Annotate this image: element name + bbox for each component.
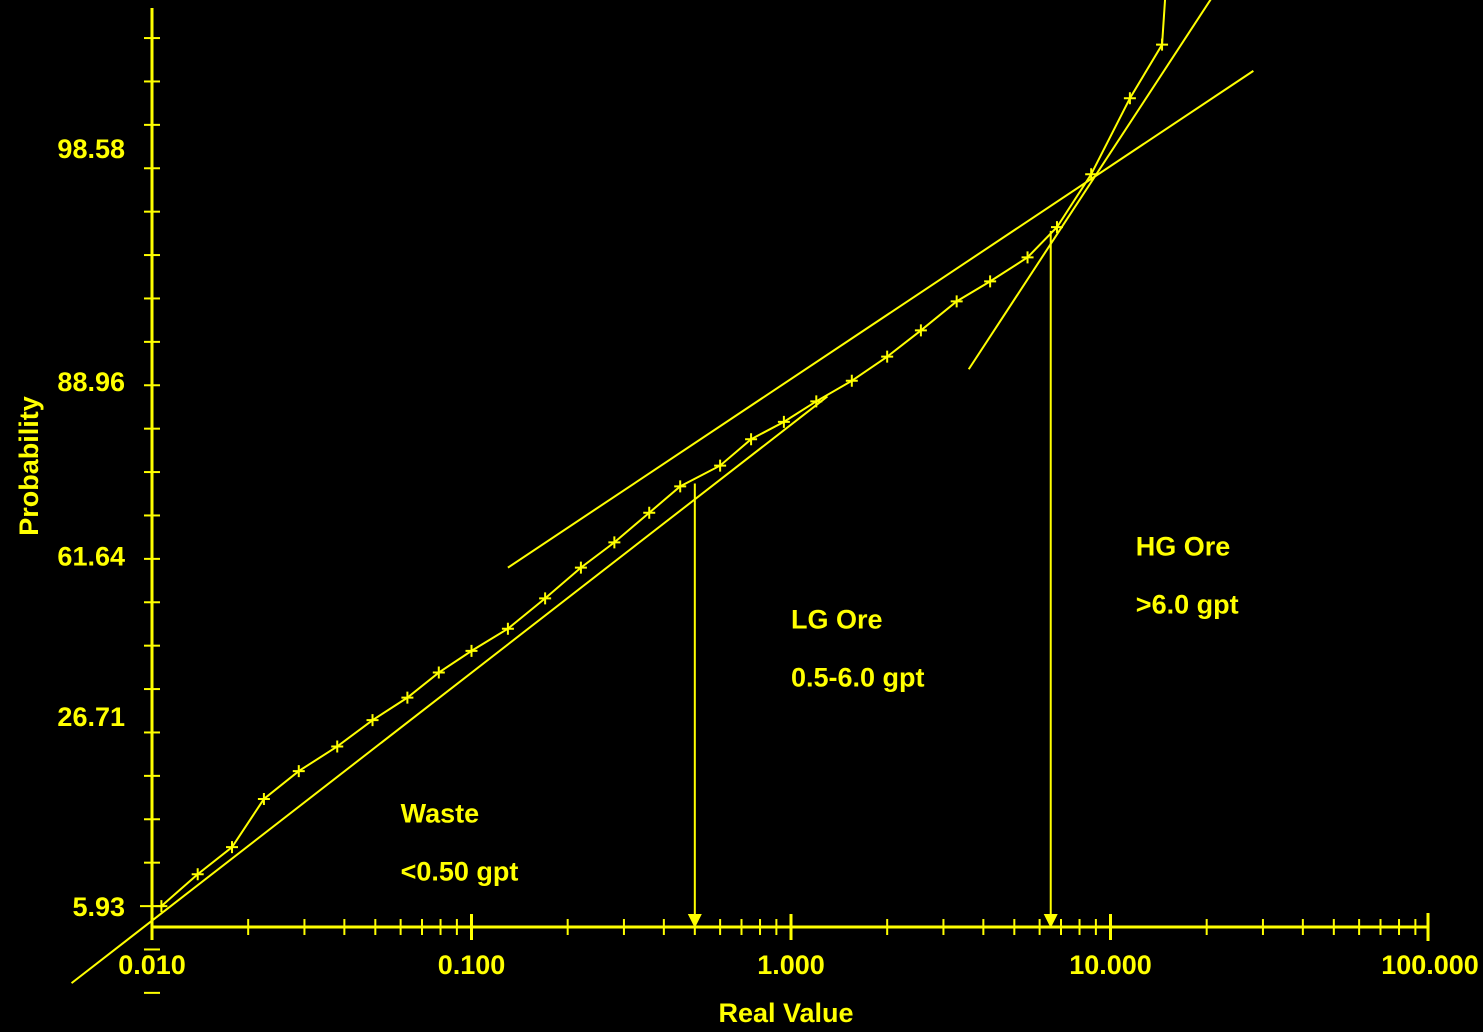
data-point xyxy=(574,561,587,574)
data-point xyxy=(1085,168,1098,181)
data-point xyxy=(292,765,305,778)
x-tick-label: 10.000 xyxy=(1069,950,1152,980)
x-tick-label: 0.100 xyxy=(438,950,506,980)
fit-lines xyxy=(70,0,1254,984)
data-point xyxy=(643,506,656,519)
data-point xyxy=(366,714,379,727)
data-series xyxy=(155,0,1169,913)
x-axis-label: Real Value xyxy=(718,998,853,1028)
data-point xyxy=(674,480,687,493)
data-point xyxy=(745,433,758,446)
y-minor-ticks xyxy=(140,37,164,994)
data-point xyxy=(1050,221,1063,234)
data-point xyxy=(845,374,858,387)
data-point xyxy=(539,592,552,605)
y-tick-label: 26.71 xyxy=(57,702,125,732)
y-tick-label: 98.58 xyxy=(57,134,125,164)
zone-range: >6.0 gpt xyxy=(1136,590,1239,620)
data-point xyxy=(401,691,414,704)
data-point xyxy=(881,350,894,363)
zone-range: 0.5-6.0 gpt xyxy=(791,663,925,693)
fit-line xyxy=(967,0,1212,370)
data-point xyxy=(914,324,927,337)
x-tick-label: 1.000 xyxy=(757,950,825,980)
threshold-arrowhead xyxy=(1043,914,1058,928)
zone-range: <0.50 gpt xyxy=(401,857,519,887)
data-point xyxy=(608,536,621,549)
data-point xyxy=(191,868,204,881)
data-point xyxy=(432,666,445,679)
zone-annotations: Waste <0.50 gpt LG Ore 0.5-6.0 gpt HG Ore >6.… xyxy=(401,532,1239,887)
y-axis-label: Probability xyxy=(14,396,44,536)
data-point xyxy=(331,740,344,753)
data-point xyxy=(1021,251,1034,264)
data-point xyxy=(714,459,727,472)
data-point xyxy=(226,841,239,854)
series-line xyxy=(160,0,1167,907)
fit-line xyxy=(70,395,829,984)
data-point xyxy=(1123,92,1136,105)
data-point xyxy=(810,395,823,408)
x-tick-label: 0.010 xyxy=(118,950,186,980)
zone-label: Waste xyxy=(401,799,480,829)
y-tick-label: 61.64 xyxy=(57,542,125,572)
data-point xyxy=(1156,38,1169,51)
data-point xyxy=(465,644,478,657)
data-point xyxy=(257,792,270,805)
data-point xyxy=(984,275,997,288)
zone-label: HG Ore xyxy=(1136,532,1231,562)
data-point xyxy=(950,295,963,308)
fit-line xyxy=(507,70,1254,569)
y-tick-label: 88.96 xyxy=(57,367,125,397)
x-tick-labels: 0.010 0.100 1.000 10.000 100.000 xyxy=(118,950,1479,980)
data-point xyxy=(777,415,790,428)
data-point xyxy=(501,622,514,635)
x-tick-label: 100.000 xyxy=(1381,950,1479,980)
zone-label: LG Ore xyxy=(791,605,883,635)
threshold-lines xyxy=(687,230,1058,928)
x-minor-ticks xyxy=(150,914,1417,940)
axes xyxy=(150,8,1430,941)
y-tick-label: 5.93 xyxy=(72,892,125,922)
